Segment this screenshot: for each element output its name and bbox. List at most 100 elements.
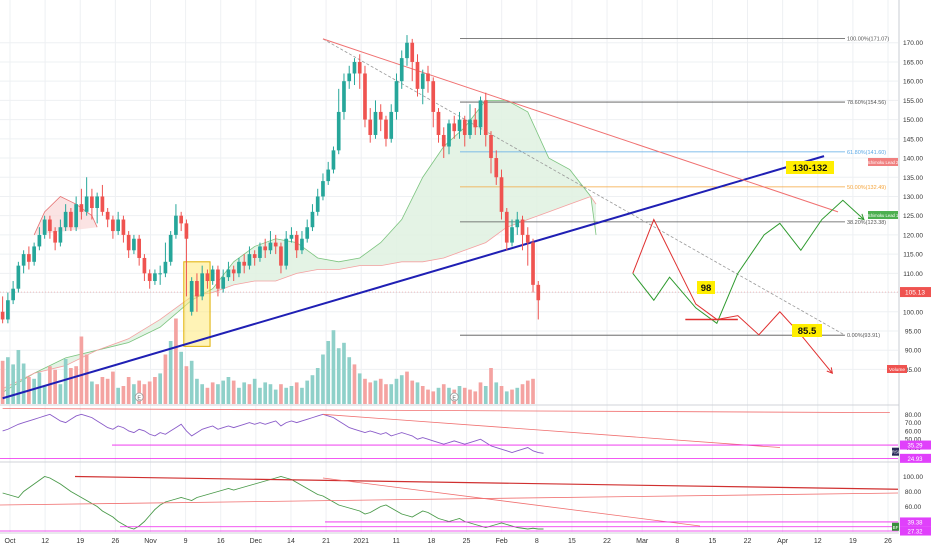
bf-line [2, 476, 544, 530]
volume-bar [153, 377, 157, 404]
candle-body [11, 288, 15, 301]
volume-bar [331, 330, 336, 404]
price-tick-label: 145.00 [903, 136, 923, 143]
volume-bar [315, 368, 320, 404]
bf-level-tag: 39.38 [907, 520, 923, 526]
volume-bar [373, 380, 378, 404]
volume-bar [226, 377, 231, 404]
candle-body [441, 134, 446, 147]
bf-tag-bg [892, 522, 899, 531]
x-tick-label: 19 [849, 538, 857, 545]
candle-body [142, 257, 147, 274]
volume-bar [347, 357, 352, 404]
volume-bar [200, 384, 205, 404]
volume-bar [457, 386, 462, 404]
x-tick-label: Oct [5, 538, 16, 545]
volume-bar [279, 384, 283, 404]
rsi-level-tag: 24.93 [907, 457, 923, 463]
target-callout-bg [786, 161, 834, 174]
price-tick-label: 115.00 [903, 252, 923, 259]
volume-bar [189, 360, 194, 404]
volume-bar [63, 359, 68, 404]
target-callout-label: 130-132 [793, 163, 828, 174]
candle-body [189, 281, 194, 312]
candle-body [100, 196, 105, 212]
rsi-level-tag-bg [900, 453, 931, 463]
volume-bar [142, 384, 147, 404]
volume-bar [90, 381, 94, 404]
rsi-line [2, 413, 544, 454]
candle-body [310, 211, 315, 228]
price-tick-label: 165.00 [903, 59, 923, 66]
x-tick-label: 25 [463, 538, 471, 545]
candle-body [378, 111, 383, 120]
x-tick-label: 26 [111, 538, 119, 545]
volume-bar [195, 378, 199, 404]
ichimoku-lead-1-tag: Ichimoku Lead 1 [868, 213, 899, 218]
candle-body [352, 61, 357, 74]
fib-level-label: 0.00%(93.91) [847, 333, 880, 339]
candle-body [515, 219, 520, 228]
candle-body [153, 273, 157, 282]
volume-bar [494, 382, 499, 404]
price-tick-label: 130.00 [903, 194, 923, 201]
volume-bar [121, 386, 126, 404]
volume-bar [447, 387, 451, 404]
cloud-early-lead-2 [2, 296, 192, 389]
grid [0, 0, 932, 534]
candle-body [384, 119, 388, 139]
bf-resistance-line [74, 475, 899, 490]
bf-tick-label: 60.00 [905, 504, 922, 511]
candle-body [410, 42, 415, 62]
candle-body [268, 242, 273, 251]
candle-body [242, 261, 247, 266]
price-tick-label: 150.00 [903, 117, 923, 124]
bf-level-tag-bg [900, 526, 931, 536]
price-tick-label: 125.00 [903, 213, 923, 220]
volume-bar [158, 373, 163, 404]
volume-bar [300, 387, 304, 404]
candle-body [74, 204, 78, 228]
volume-bar [326, 341, 331, 404]
candle-body [331, 150, 336, 170]
x-tick-label: 21 [322, 538, 330, 545]
candle-body [21, 254, 26, 266]
candle-body [415, 61, 420, 89]
candle-body [37, 234, 42, 247]
volume-bar [363, 378, 367, 404]
x-tick-label: 8 [535, 538, 539, 545]
bf-down-trendline [322, 477, 701, 527]
candle-body [205, 273, 210, 282]
volume-bar [441, 384, 446, 404]
fib-level-label: 38.20%(123.38) [847, 220, 886, 226]
candle-body [158, 273, 163, 275]
volume-bar [431, 391, 436, 404]
x-tick-label: Dec [250, 538, 263, 545]
rsi-tick-label: 50.00 [905, 437, 922, 444]
candle-body [300, 238, 304, 251]
volume-bar [394, 378, 399, 404]
candle-body [263, 246, 268, 251]
volume-bar [126, 377, 131, 404]
volume-bar [473, 391, 478, 404]
target-callout-label: 98 [701, 283, 712, 294]
volume-tag-bg [887, 365, 907, 373]
rsi-tag-bg [892, 447, 899, 456]
candle-body [510, 227, 514, 243]
price-tick-label: 85.00 [905, 367, 922, 374]
volume-bar [305, 380, 310, 404]
bullish-projection-path-arrowhead [857, 213, 865, 221]
candle-body [426, 73, 430, 82]
candle-body [6, 300, 10, 320]
volume-bar [132, 384, 136, 404]
candle-body [0, 311, 5, 320]
candle-body [195, 281, 199, 297]
volume-bar [147, 381, 152, 404]
x-tick-label: Feb [496, 538, 508, 545]
bf-tick-label: 80.00 [905, 489, 922, 496]
volume-bar [531, 378, 535, 404]
event-marker [134, 392, 144, 402]
rsi-tick-label: 70.00 [905, 420, 922, 427]
candle-body [504, 211, 509, 243]
